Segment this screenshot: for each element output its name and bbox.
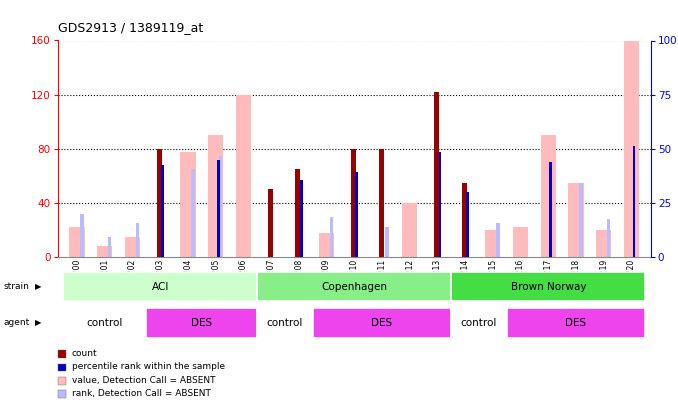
Bar — [462, 183, 467, 257]
Bar — [136, 223, 139, 257]
Bar — [208, 135, 223, 257]
Text: Copenhagen: Copenhagen — [321, 281, 387, 292]
Bar — [596, 230, 612, 257]
Bar — [434, 92, 439, 257]
Text: percentile rank within the sample: percentile rank within the sample — [72, 362, 225, 371]
Text: rank, Detection Call = ABSENT: rank, Detection Call = ABSENT — [72, 389, 211, 398]
Bar — [402, 203, 418, 257]
Text: DES: DES — [565, 318, 586, 328]
Bar — [624, 40, 639, 257]
Bar — [580, 183, 582, 257]
Text: ▶: ▶ — [35, 318, 42, 327]
Bar — [466, 192, 469, 257]
Bar — [69, 227, 85, 257]
Bar — [513, 227, 528, 257]
Bar — [385, 227, 388, 257]
Bar — [191, 169, 195, 257]
Bar — [319, 233, 334, 257]
Text: DES: DES — [191, 318, 212, 328]
Bar — [268, 190, 273, 257]
Bar — [351, 149, 356, 257]
Bar — [81, 214, 83, 257]
Text: GDS2913 / 1389119_at: GDS2913 / 1389119_at — [58, 21, 203, 34]
Bar — [633, 146, 635, 257]
Bar — [63, 272, 257, 301]
Bar — [378, 149, 384, 257]
Bar — [236, 95, 251, 257]
Text: Brown Norway: Brown Norway — [511, 281, 586, 292]
Bar — [125, 237, 140, 257]
Bar — [300, 180, 302, 257]
Text: count: count — [72, 349, 98, 358]
Bar — [330, 217, 333, 257]
Text: strain: strain — [3, 282, 29, 291]
Bar — [355, 172, 358, 257]
Bar — [296, 169, 300, 257]
Bar — [257, 272, 452, 301]
Bar — [180, 151, 195, 257]
Bar — [97, 246, 113, 257]
Bar — [506, 309, 645, 338]
Bar — [161, 165, 164, 257]
Bar — [313, 309, 452, 338]
Bar — [108, 237, 111, 257]
Bar — [217, 160, 220, 257]
Text: DES: DES — [372, 318, 393, 328]
Bar — [219, 156, 222, 257]
Text: control: control — [461, 318, 497, 328]
Bar — [257, 309, 313, 338]
Bar — [549, 162, 552, 257]
Bar — [540, 135, 556, 257]
Bar — [452, 309, 506, 338]
Text: control: control — [266, 318, 303, 328]
Bar — [607, 219, 610, 257]
Text: value, Detection Call = ABSENT: value, Detection Call = ABSENT — [72, 376, 216, 385]
Text: ACI: ACI — [151, 281, 169, 292]
Text: ▶: ▶ — [35, 282, 42, 291]
Bar — [63, 309, 146, 338]
Bar — [568, 183, 584, 257]
Bar — [496, 223, 500, 257]
Text: agent: agent — [3, 318, 30, 327]
Bar — [157, 149, 162, 257]
Bar — [485, 230, 500, 257]
Bar — [452, 272, 645, 301]
Text: control: control — [87, 318, 123, 328]
Bar — [146, 309, 257, 338]
Bar — [439, 151, 441, 257]
